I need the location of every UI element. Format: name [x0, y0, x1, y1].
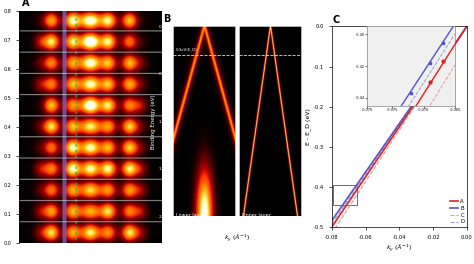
Text: 0.3eV(E_D): 0.3eV(E_D) — [175, 47, 197, 51]
B — [410, 103, 415, 107]
B — [464, 25, 470, 28]
X-axis label: $k_y$ ($\AA^{-1}$): $k_y$ ($\AA^{-1}$) — [386, 242, 412, 254]
Line: A: A — [332, 26, 467, 227]
Point — [426, 61, 434, 65]
Point — [395, 129, 402, 134]
A — [464, 25, 470, 28]
Point — [376, 136, 383, 140]
A — [329, 225, 335, 229]
Point — [408, 112, 415, 116]
D — [410, 105, 415, 108]
Point — [408, 91, 415, 96]
B — [329, 218, 335, 221]
Line: C: C — [332, 26, 467, 233]
C — [443, 57, 448, 60]
D — [451, 43, 457, 46]
D — [464, 25, 470, 28]
Point — [376, 164, 383, 168]
C — [329, 231, 335, 234]
Text: Upper layer: Upper layer — [242, 213, 271, 218]
A — [443, 56, 448, 59]
B — [443, 55, 448, 59]
C — [411, 105, 417, 108]
B — [329, 219, 335, 222]
Point — [395, 108, 402, 112]
D — [411, 101, 417, 105]
Text: C: C — [333, 15, 340, 25]
C — [410, 109, 415, 112]
Y-axis label: Binding Energy (eV): Binding Energy (eV) — [0, 95, 1, 158]
D — [443, 56, 448, 59]
C — [451, 44, 457, 47]
A — [409, 107, 415, 110]
Bar — [334, 185, 357, 205]
Legend: A, B, C, D: A, B, C, D — [450, 199, 464, 224]
Text: B: B — [164, 14, 171, 24]
B — [451, 43, 457, 46]
Point — [426, 80, 434, 84]
Line: B: B — [332, 26, 467, 221]
Line: D: D — [332, 26, 467, 224]
C — [464, 25, 470, 28]
Text: Lower layer: Lower layer — [176, 213, 205, 218]
C — [329, 232, 335, 235]
A — [451, 44, 457, 47]
A — [411, 103, 417, 106]
B — [409, 104, 415, 107]
Point — [439, 41, 447, 45]
Text: $k_y$ ($\AA^{-1}$): $k_y$ ($\AA^{-1}$) — [224, 232, 250, 244]
A — [410, 106, 415, 109]
C — [409, 109, 415, 112]
D — [329, 221, 335, 225]
Y-axis label: E - E_D (eV): E - E_D (eV) — [305, 108, 311, 145]
D — [329, 222, 335, 225]
Text: A: A — [22, 0, 29, 8]
D — [409, 105, 415, 109]
Point — [439, 59, 447, 63]
B — [411, 100, 417, 103]
A — [329, 225, 335, 228]
Y-axis label: Binding Energy (eV): Binding Energy (eV) — [151, 94, 156, 149]
